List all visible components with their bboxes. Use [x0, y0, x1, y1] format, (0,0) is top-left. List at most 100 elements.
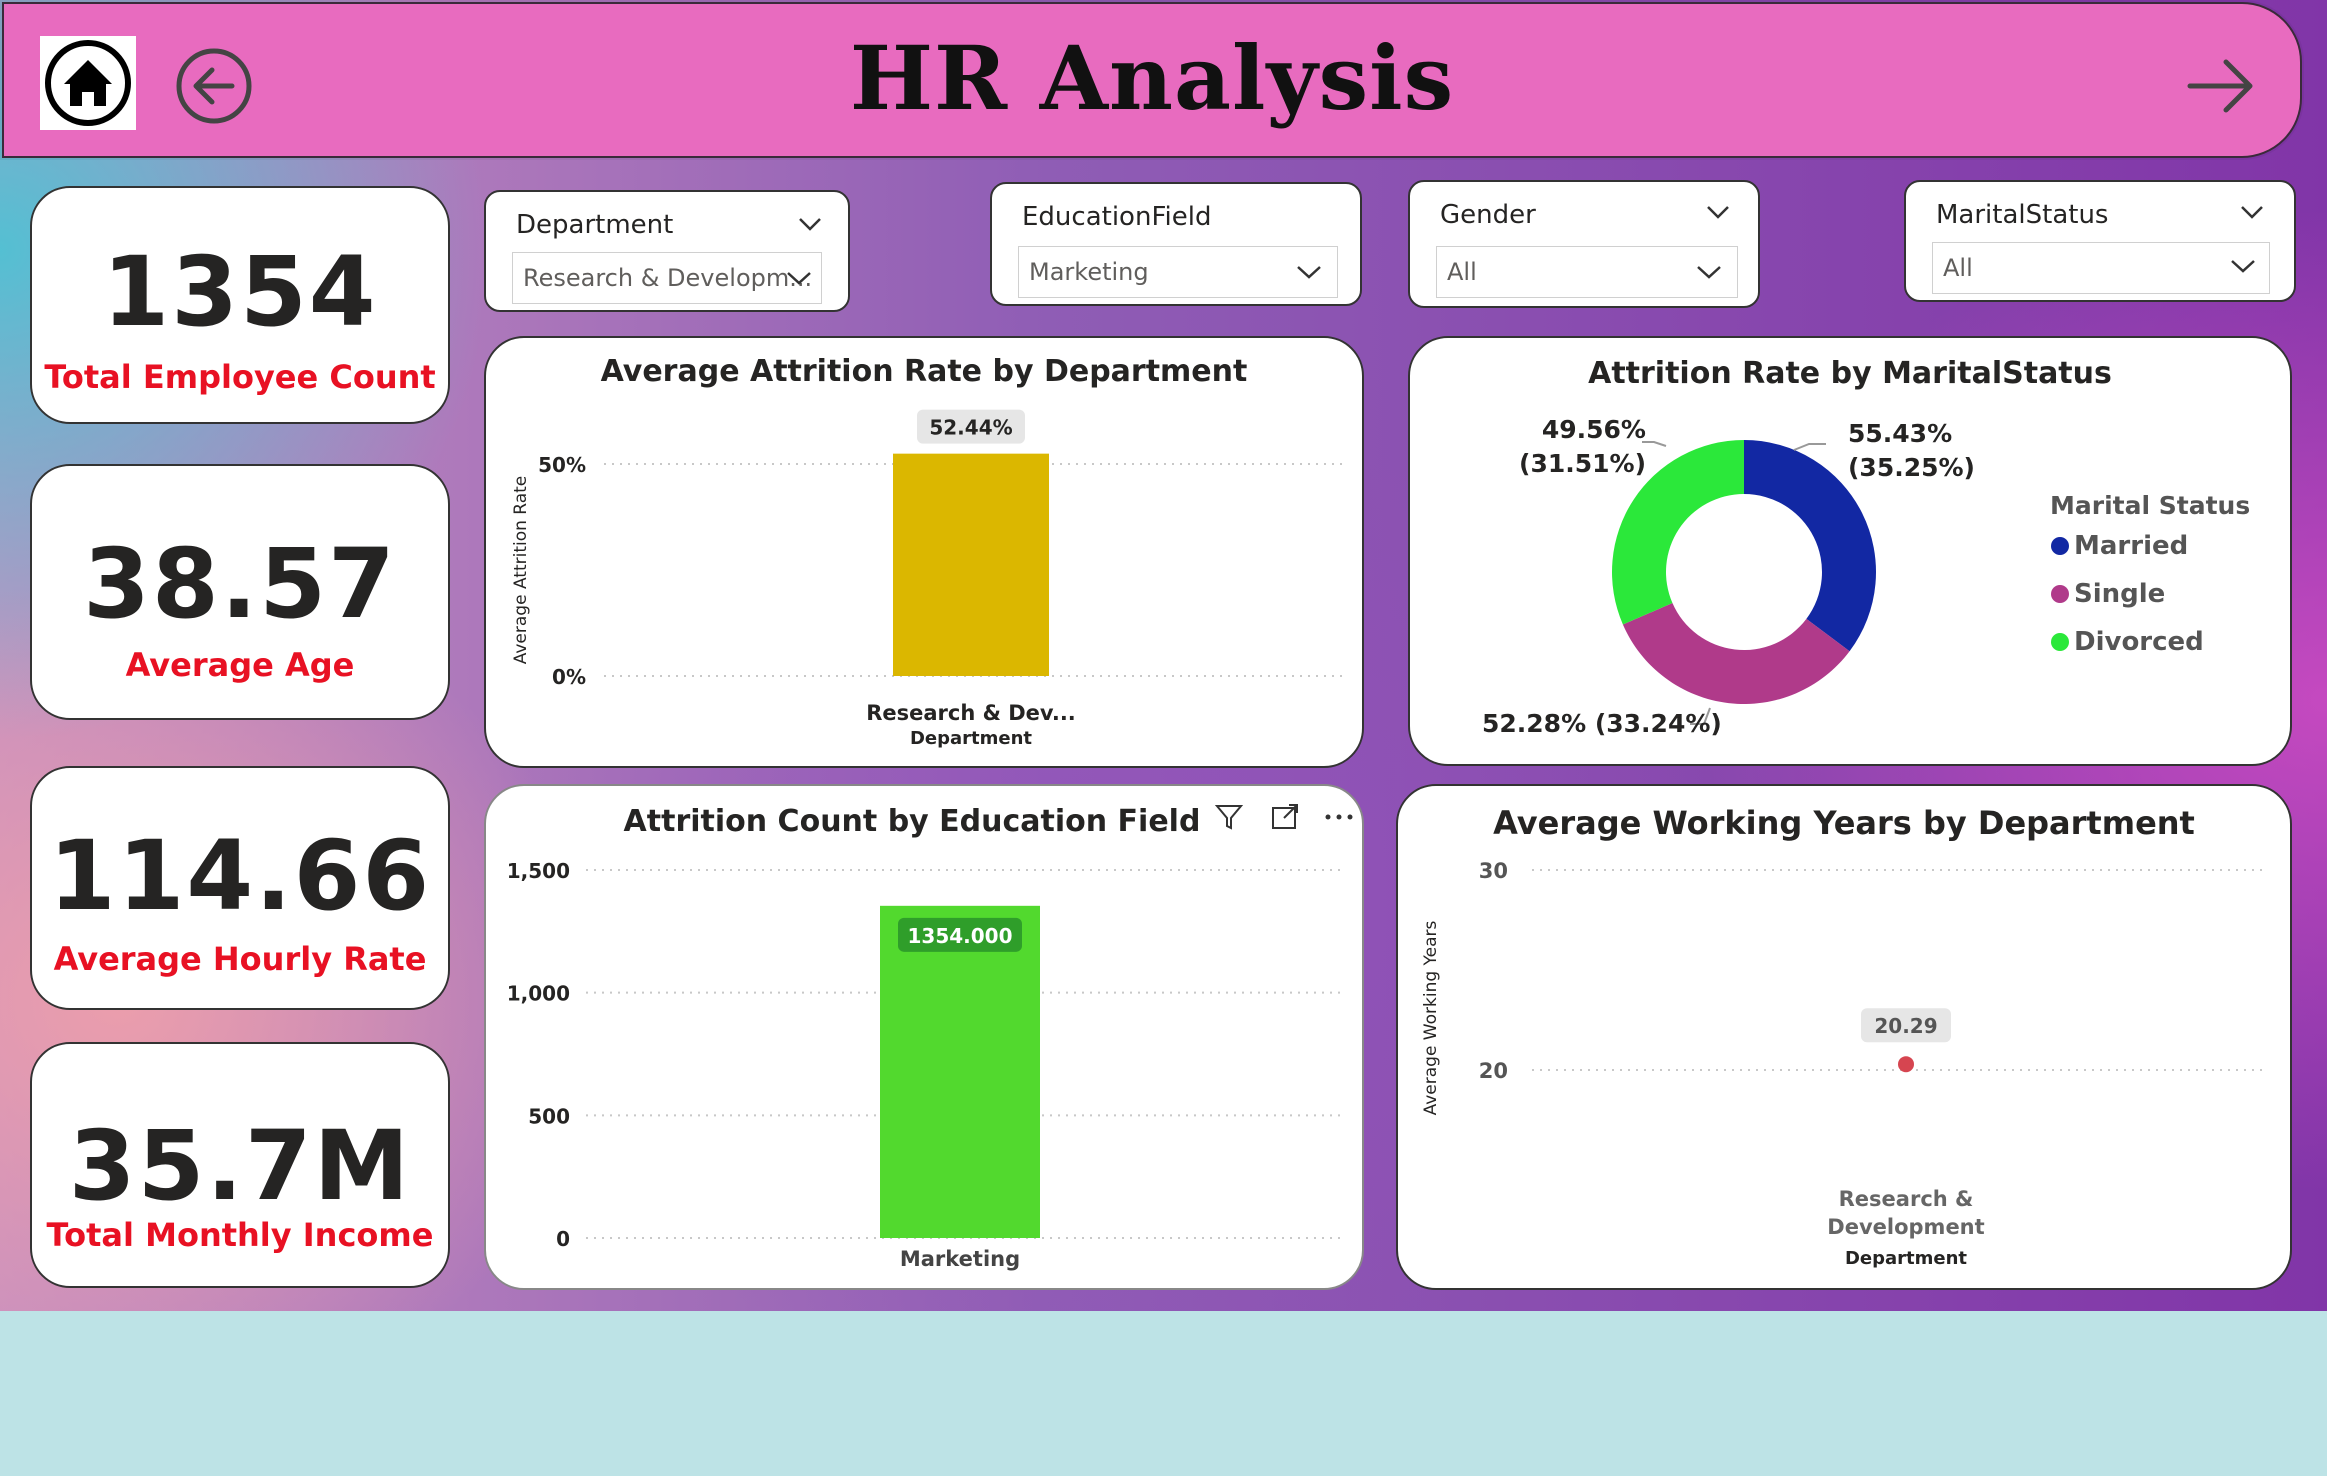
data-label: 1354.000: [907, 924, 1012, 948]
report-canvas: HR Analysis 1354 Total Employee Count 38…: [0, 0, 2327, 1311]
chart-plot: 55.43% (35.25%) 52.28% (33.24%) 49.56% (31.5…: [1482, 415, 2250, 738]
x-tick-label: Marketing: [900, 1247, 1020, 1271]
x-axis-label: Department: [1845, 1248, 1967, 1269]
slicer-dropdown[interactable]: Research & Developm...: [512, 252, 822, 304]
attrition-count-by-education-field-chart[interactable]: Attrition Count by Education Field 0 500 1…: [484, 784, 1364, 1290]
leader-line: [1793, 443, 1826, 451]
data-label: 49.56%: [1542, 415, 1646, 444]
slicer-selected-value: Marketing: [1029, 258, 1149, 286]
chart-title: Average Working Years by Department: [1493, 804, 2195, 842]
y-axis-label: Average Working Years: [1421, 920, 1441, 1115]
leader-line: [1690, 707, 1711, 725]
slicer-title: Gender: [1440, 200, 1536, 230]
data-label: 20.29: [1874, 1014, 1937, 1038]
kpi-label: Average Age: [125, 646, 355, 684]
department-slicer[interactable]: Department Research & Developm...: [484, 190, 850, 312]
chevron-down-icon[interactable]: [796, 214, 824, 234]
slicer-title: MaritalStatus: [1936, 200, 2109, 230]
data-label-bg: [898, 917, 1022, 952]
slicer-selected-value: Research & Developm...: [523, 264, 813, 292]
data-label-bg: [917, 409, 1025, 444]
y-tick-label: 0: [556, 1227, 570, 1251]
filter-icon[interactable]: [1212, 800, 1246, 834]
arrow-right-icon: [2187, 59, 2253, 113]
x-tick-label: Research & Dev...: [866, 701, 1076, 725]
x-tick-label: Development: [1827, 1215, 1984, 1239]
chart-title: Average Attrition Rate by Department: [600, 354, 1248, 389]
x-tick-label: Research &: [1839, 1187, 1974, 1211]
y-axis-label: Average Attrition Rate: [511, 476, 531, 665]
legend-marker: [2051, 537, 2069, 555]
slicer-title: EducationField: [1022, 202, 1212, 232]
chevron-down-icon[interactable]: [1694, 262, 1724, 282]
home-icon: [45, 40, 131, 126]
chart-title: Attrition Rate by MaritalStatus: [1588, 356, 2112, 391]
kpi-value: 35.7M: [68, 1110, 412, 1222]
chevron-down-icon[interactable]: [2228, 256, 2258, 276]
slicer-dropdown[interactable]: All: [1932, 242, 2270, 294]
chevron-down-icon[interactable]: [784, 268, 814, 288]
donut-slice: [1622, 603, 1850, 704]
average-working-years-by-department-chart[interactable]: Average Working Years by Department 20 30…: [1396, 784, 2292, 1290]
legend-marker: [2051, 633, 2069, 651]
y-tick-label: 30: [1479, 859, 1508, 883]
data-label: (35.25%): [1848, 453, 1975, 482]
kpi-label: Average Hourly Rate: [53, 940, 427, 978]
slicer-selected-value: All: [1447, 258, 1477, 286]
education-field-slicer[interactable]: EducationField Marketing: [990, 182, 1362, 306]
donut-slice: [1612, 440, 1744, 625]
slicer-selected-value: All: [1943, 254, 1973, 282]
attrition-rate-by-department-chart[interactable]: Average Attrition Rate by Department 0% 5…: [484, 336, 1364, 768]
data-label: 55.43%: [1848, 419, 1952, 448]
kpi-label: Total Monthly Income: [46, 1216, 434, 1254]
bar: [893, 453, 1049, 676]
data-label: (31.51%): [1519, 449, 1646, 478]
header-bar: HR Analysis: [2, 2, 2302, 158]
y-tick-label: 1,500: [507, 859, 570, 883]
more-options-icon[interactable]: [1322, 800, 1356, 834]
kpi-card-monthly-income: 35.7M Total Monthly Income: [30, 1042, 450, 1288]
data-point: [1898, 1056, 1914, 1073]
slicer-dropdown[interactable]: All: [1436, 246, 1738, 298]
next-button[interactable]: [2180, 46, 2260, 126]
chart-plot: 0 500 1,000 1,500 1354.000 Marketing: [507, 859, 1342, 1271]
slicer-title: Department: [516, 210, 674, 240]
legend-title: Marital Status: [2050, 491, 2250, 520]
kpi-value: 1354: [102, 236, 378, 348]
bar: [880, 905, 1040, 1238]
y-tick-label: 1,000: [507, 982, 570, 1006]
page-title: HR Analysis: [849, 26, 1455, 130]
donut-slice: [1744, 440, 1876, 652]
kpi-label: Total Employee Count: [44, 358, 436, 396]
chart-plot: 20 30 Average Working Years 20.29 Research &…: [1421, 859, 2268, 1269]
chevron-down-icon[interactable]: [1704, 202, 1732, 222]
kpi-card-hourly-rate: 114.66 Average Hourly Rate: [30, 766, 450, 1010]
legend-entry: Single: [2074, 579, 2165, 609]
leader-line: [1642, 441, 1667, 447]
chevron-down-icon[interactable]: [2238, 202, 2266, 222]
marital-status-slicer[interactable]: MaritalStatus All: [1904, 180, 2296, 302]
chevron-down-icon[interactable]: [1294, 262, 1324, 282]
y-tick-label: 20: [1479, 1059, 1508, 1083]
kpi-value: 114.66: [48, 820, 432, 932]
legend-marker: [2051, 585, 2069, 603]
x-axis-label: Department: [910, 728, 1032, 749]
data-label: 52.28% (33.24%): [1482, 709, 1722, 738]
focus-mode-icon[interactable]: [1268, 800, 1302, 834]
kpi-value: 38.57: [83, 528, 397, 640]
chart-title: Attrition Count by Education Field: [623, 804, 1201, 839]
legend-entry: Married: [2074, 531, 2188, 561]
data-label: 52.44%: [929, 416, 1012, 440]
attrition-rate-by-marital-status-chart[interactable]: Attrition Rate by MaritalStatus 55.43% (3…: [1408, 336, 2292, 766]
home-button[interactable]: [40, 36, 136, 130]
y-tick-label: 0%: [552, 665, 586, 689]
kpi-card-average-age: 38.57 Average Age: [30, 464, 450, 720]
y-tick-label: 50%: [538, 453, 586, 477]
data-label-bg: [1861, 1008, 1951, 1043]
legend-entry: Divorced: [2074, 627, 2204, 657]
gender-slicer[interactable]: Gender All: [1408, 180, 1760, 308]
y-tick-label: 500: [528, 1104, 570, 1128]
slicer-dropdown[interactable]: Marketing: [1018, 246, 1338, 298]
chart-plot: 0% 50% Average Attrition Rate 52.44% Researc…: [511, 409, 1342, 749]
back-button[interactable]: [174, 46, 254, 126]
